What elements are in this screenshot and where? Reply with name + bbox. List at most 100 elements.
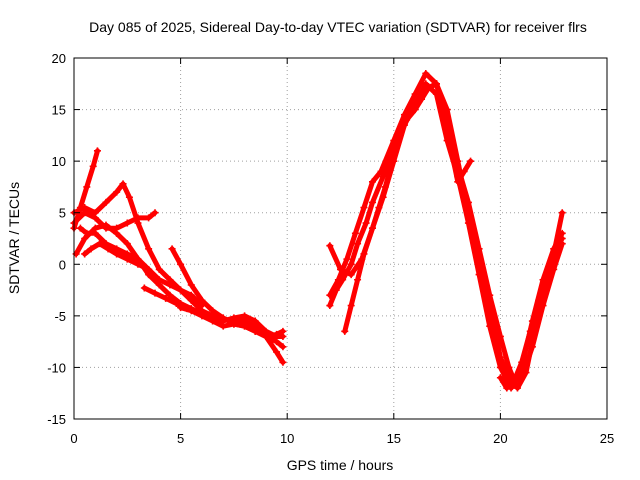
y-tick-label: 15 <box>52 103 66 118</box>
data-point <box>343 255 351 263</box>
x-tick-label: 20 <box>493 431 507 446</box>
data-point <box>102 198 110 206</box>
data-point <box>209 307 217 315</box>
data-point <box>377 167 385 175</box>
data-point <box>375 204 383 212</box>
data-point <box>230 314 238 322</box>
data-point <box>347 302 355 310</box>
data-point <box>403 116 411 124</box>
data-point <box>360 250 368 258</box>
y-tick-label: -10 <box>47 360 66 375</box>
data-point <box>273 348 281 356</box>
data-point <box>381 183 389 191</box>
data-point <box>76 224 84 232</box>
data-point <box>251 327 259 335</box>
data-point <box>187 281 195 289</box>
y-axis-label: SDTVAR / TECUs <box>6 182 22 294</box>
plot-frame <box>73 57 608 420</box>
series-arc-13 <box>341 80 475 335</box>
data-point <box>422 80 430 88</box>
data-point <box>326 291 334 299</box>
y-tick-label: -15 <box>47 412 66 427</box>
data-point <box>411 106 419 114</box>
series-line <box>82 241 152 272</box>
data-point <box>145 265 153 273</box>
y-tick-label: 10 <box>52 154 66 169</box>
data-point <box>168 245 176 253</box>
x-tick-label: 15 <box>387 431 401 446</box>
data-point <box>360 204 368 212</box>
data-point <box>145 214 153 222</box>
data-point <box>509 379 517 387</box>
data-point <box>334 276 342 284</box>
x-tick-label: 5 <box>177 431 184 446</box>
x-tick-label: 10 <box>280 431 294 446</box>
series-arc-6 <box>81 240 153 273</box>
data-point <box>496 332 504 340</box>
data-point <box>113 250 121 258</box>
data-point <box>486 322 494 330</box>
data-point <box>475 271 483 279</box>
series-line <box>71 210 158 231</box>
data-point <box>341 327 349 335</box>
data-point <box>209 317 217 325</box>
x-tick-label: 0 <box>70 431 77 446</box>
data-point <box>368 198 376 206</box>
data-point <box>368 224 376 232</box>
series-arc-14 <box>496 235 566 392</box>
data-point <box>81 209 89 217</box>
data-point <box>273 338 281 346</box>
data-point <box>81 235 89 242</box>
data-point <box>177 260 185 268</box>
data-point <box>503 384 511 392</box>
data-point <box>151 209 159 217</box>
data-point <box>113 188 121 196</box>
data-point <box>177 286 185 294</box>
data-point <box>104 245 112 253</box>
y-tick-label: 0 <box>59 257 66 272</box>
data-point <box>460 167 468 175</box>
data-point <box>93 147 101 155</box>
data-point <box>123 240 131 248</box>
series-arc-9 <box>177 304 287 340</box>
x-tick-label: 25 <box>600 431 614 446</box>
data-point <box>351 229 359 237</box>
data-point <box>241 322 249 330</box>
data-point <box>155 265 163 273</box>
data-point <box>390 152 398 160</box>
data-point <box>400 111 408 119</box>
data-point <box>347 260 355 268</box>
data-point <box>219 314 227 322</box>
data-point <box>125 193 133 201</box>
data-point <box>81 250 89 258</box>
data-point <box>422 69 430 77</box>
data-point <box>432 80 440 88</box>
data-point <box>475 245 483 253</box>
data-point <box>89 162 97 170</box>
data-point <box>91 214 99 222</box>
data-point <box>123 255 131 263</box>
data-point <box>279 343 287 351</box>
data-point <box>241 312 249 320</box>
data-point <box>467 157 475 165</box>
series-arc-2 <box>70 180 206 310</box>
data-point <box>279 358 287 366</box>
series-line <box>497 236 565 391</box>
data-point <box>251 317 259 325</box>
data-point <box>496 374 504 382</box>
data-point <box>439 100 447 108</box>
axis-ticks: 0 5 10 15 20 25 -15 -10 -5 0 5 10 15 20 <box>47 51 614 446</box>
y-tick-label: -5 <box>54 309 66 324</box>
data-point <box>83 229 91 237</box>
data-point <box>347 271 355 279</box>
data-point <box>518 358 526 366</box>
data-point <box>91 229 99 237</box>
data-point <box>505 363 513 371</box>
data-point <box>354 276 362 284</box>
data-point <box>354 240 362 248</box>
data-point <box>123 219 131 227</box>
data-point <box>262 332 270 340</box>
data-point <box>545 265 553 273</box>
data-point <box>464 219 472 227</box>
data-point <box>155 276 163 284</box>
